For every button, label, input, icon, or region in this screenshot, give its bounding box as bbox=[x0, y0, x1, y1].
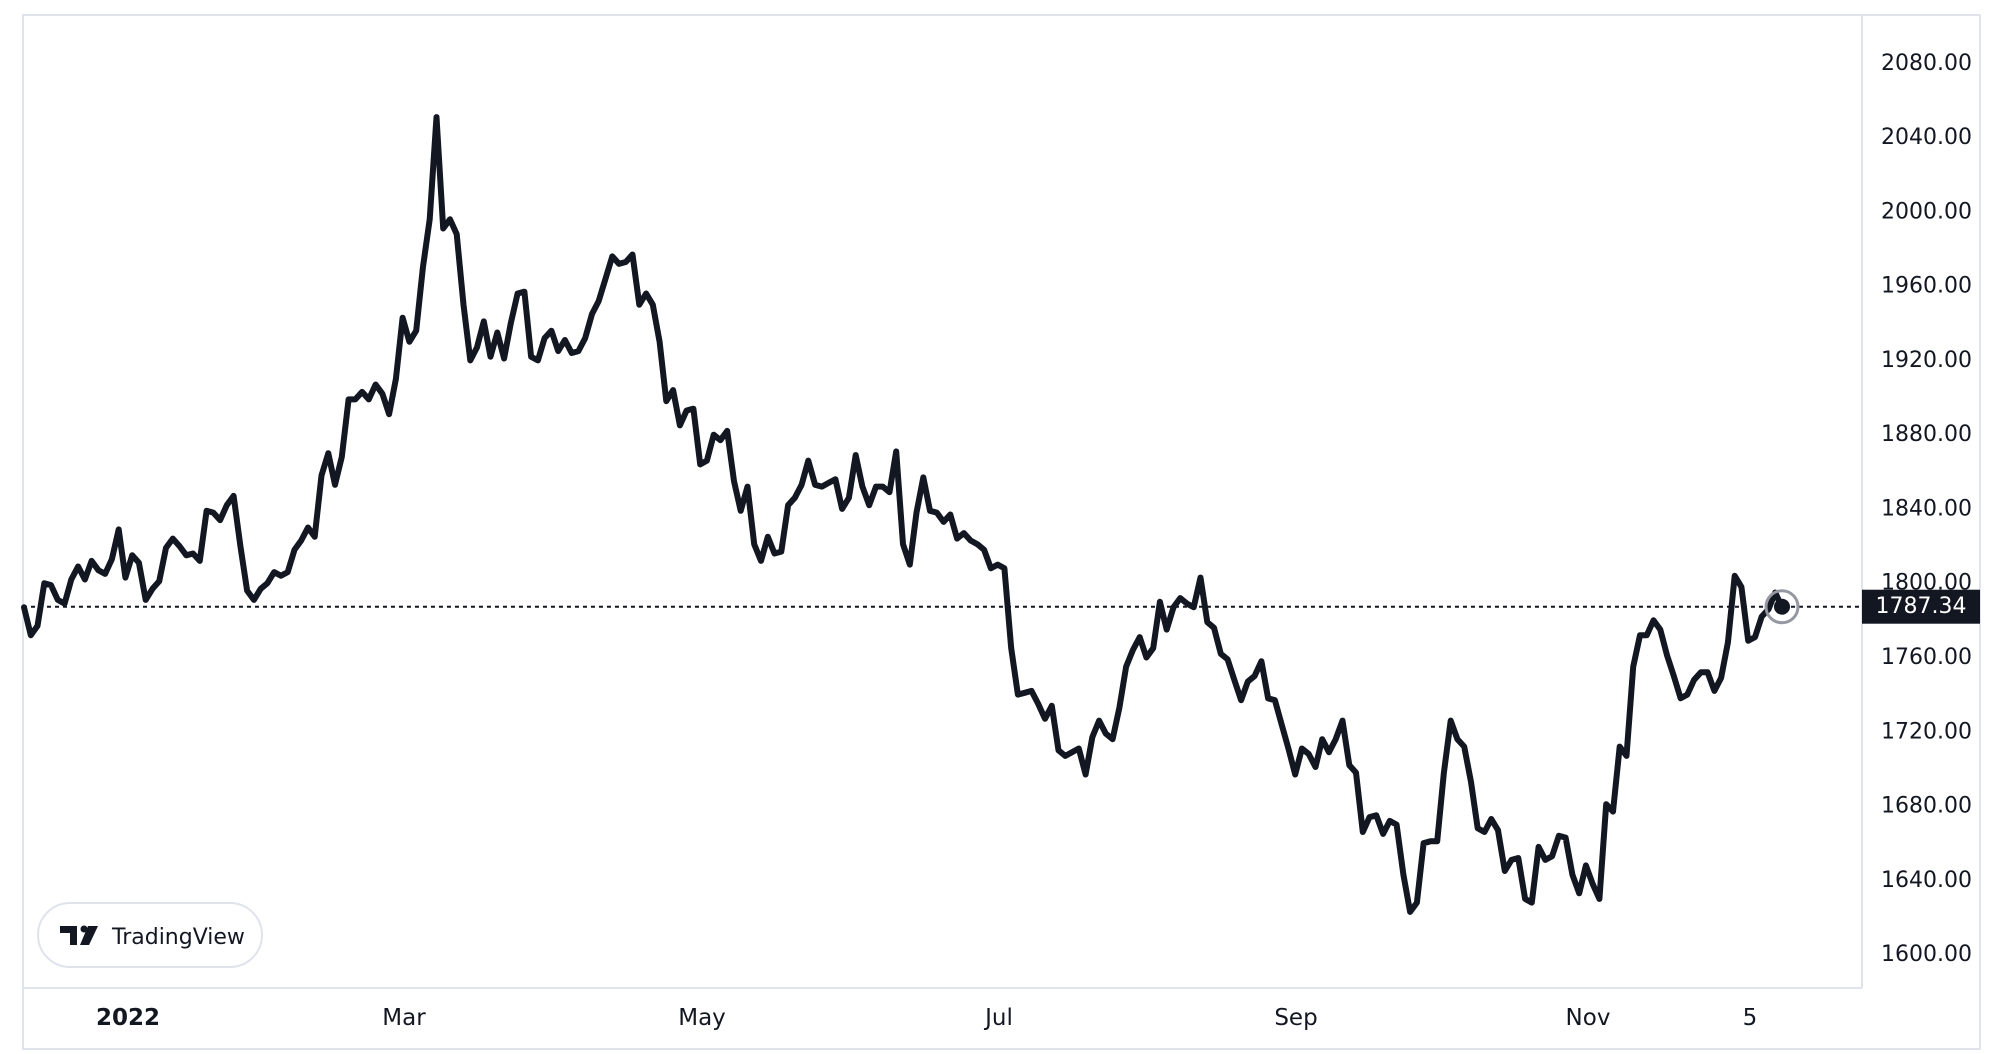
price-tick-label: 1760.00 bbox=[1881, 645, 1972, 670]
last-point-marker[interactable] bbox=[1764, 589, 1800, 625]
price-tick-label: 2080.00 bbox=[1881, 51, 1972, 76]
time-tick-label: Jul bbox=[983, 1005, 1013, 1031]
logo-text: TradingView bbox=[111, 925, 245, 950]
time-tick-label: Mar bbox=[382, 1005, 426, 1031]
time-tick-label: May bbox=[678, 1005, 726, 1031]
time-tick-label: 5 bbox=[1743, 1005, 1758, 1031]
logo-pill bbox=[37, 902, 263, 968]
price-tick-label: 1600.00 bbox=[1881, 942, 1972, 967]
time-tick-label: Sep bbox=[1274, 1005, 1317, 1031]
time-tick-label: 2022 bbox=[96, 1005, 160, 1031]
price-axis[interactable]: 1600.001640.001680.001720.001760.001800.… bbox=[1881, 51, 1972, 967]
price-series-line bbox=[21, 114, 1785, 915]
last-price-badge-bg bbox=[1862, 589, 1980, 624]
last-point-ring bbox=[1764, 589, 1800, 625]
time-tick-label: Nov bbox=[1566, 1005, 1611, 1031]
last-price-badge: 1787.34 bbox=[1862, 589, 1980, 624]
last-point-dot bbox=[1774, 598, 1790, 615]
price-tick-label: 1880.00 bbox=[1881, 422, 1972, 447]
chart-frame bbox=[22, 14, 1981, 1050]
tradingview-logo[interactable]: TradingView bbox=[37, 902, 263, 968]
price-tick-label: 1720.00 bbox=[1881, 719, 1972, 744]
last-price-label: 1787.34 bbox=[1876, 594, 1967, 619]
price-tick-label: 2000.00 bbox=[1881, 199, 1972, 224]
price-tick-label: 2040.00 bbox=[1881, 125, 1972, 150]
tradingview-logo-icon bbox=[60, 925, 98, 945]
price-tick-label: 1960.00 bbox=[1881, 274, 1972, 299]
price-tick-label: 1840.00 bbox=[1881, 496, 1972, 521]
price-tick-label: 1920.00 bbox=[1881, 348, 1972, 373]
time-axis[interactable]: 2022 Mar May Jul Sep Nov 5 bbox=[96, 1005, 1757, 1031]
price-tick-label: 1640.00 bbox=[1881, 868, 1972, 893]
price-tick-label: 1680.00 bbox=[1881, 794, 1972, 819]
